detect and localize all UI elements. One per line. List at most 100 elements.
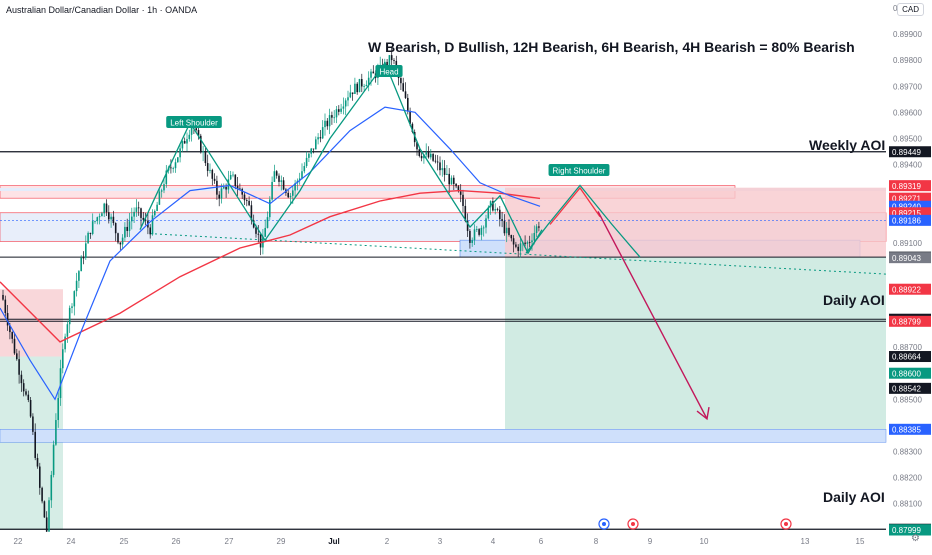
candle-body [112, 216, 115, 224]
candle-body [236, 185, 239, 189]
candle-body [351, 92, 354, 94]
candle-body [528, 242, 531, 244]
price-tag-text: 0.88799 [892, 318, 921, 327]
settings-gear-icon[interactable]: ⚙ [911, 533, 920, 544]
candle-body [170, 167, 172, 169]
candle-body [11, 332, 13, 339]
candle-body [342, 106, 345, 109]
price-tag-bg [889, 252, 931, 264]
price-tag-text: 0.89186 [892, 217, 921, 226]
price-tag-text: 0.87999 [892, 526, 921, 535]
y-tick-label: 0.88200 [893, 474, 922, 483]
candle-body [225, 186, 227, 190]
price-tag-text: 0.89271 [892, 194, 921, 203]
candle-body [186, 139, 188, 144]
candle-body [75, 280, 78, 292]
candle-body [73, 291, 76, 307]
candle-body [526, 242, 529, 244]
candle-body [464, 205, 467, 221]
candle-body [524, 242, 526, 244]
left-shoulder-tag-text: Left Shoulder [170, 118, 218, 127]
price-tag-text: 0.88542 [892, 385, 921, 394]
right-shoulder-red-leg [549, 186, 601, 225]
candle-body [55, 420, 57, 445]
candle-body [434, 160, 437, 162]
y-tick-label: 0.89900 [893, 30, 922, 39]
x-tick-label: 9 [648, 537, 653, 546]
candle-body [181, 141, 184, 149]
candle-body [462, 194, 464, 206]
candle-body [478, 229, 480, 235]
daily-aoi-lower-label: Daily AOI [823, 489, 885, 505]
candle-body [469, 230, 471, 243]
price-tag-bg [889, 283, 931, 295]
candle-body [459, 191, 462, 195]
price-tag: 0.88385 [889, 423, 931, 435]
candle-body [269, 199, 271, 218]
candle-body [315, 139, 317, 150]
x-tick-label: 27 [225, 537, 234, 546]
candle-body [172, 168, 174, 169]
candle-body [420, 155, 423, 159]
levels-layer [0, 151, 887, 530]
candle-body [50, 474, 53, 501]
candle-body [455, 183, 457, 187]
candle-body [45, 517, 48, 532]
candle-body [96, 217, 99, 222]
candle-body [363, 86, 365, 87]
candle-body [492, 201, 494, 211]
candle-body [347, 97, 349, 101]
y-tick-label: 0.89700 [893, 82, 922, 91]
candle-body [333, 117, 335, 119]
candle-body [317, 137, 319, 140]
candle-body [519, 243, 522, 251]
price-tag: 0.89271 [889, 192, 931, 204]
candle-body [246, 200, 248, 201]
left-target-zone [0, 356, 63, 530]
candle-body [114, 223, 117, 234]
candle-body [149, 227, 151, 235]
candle-body [71, 306, 73, 308]
x-tick-label: 4 [491, 537, 496, 546]
symbol-title[interactable]: Australian Dollar/Canadian Dollar · 1h ·… [6, 5, 198, 15]
candle-body [473, 229, 476, 241]
candle-body [94, 221, 96, 222]
candle-body [517, 246, 519, 251]
candle-body [432, 153, 434, 161]
candle-body [372, 71, 375, 74]
candle-body [494, 209, 496, 211]
candle-body [177, 157, 179, 163]
candle-body [538, 226, 540, 228]
candle-body [393, 60, 395, 61]
overlay-layer: Left Shoulder Head Right Shoulder [0, 61, 710, 421]
candle-body [32, 416, 34, 432]
candle-body [370, 71, 372, 78]
candle-body [264, 227, 266, 237]
x-tick-label: 24 [67, 537, 76, 546]
candle-body [121, 237, 124, 245]
candle-body [446, 173, 448, 175]
x-tick-label: 26 [172, 537, 181, 546]
candle-body [282, 180, 285, 190]
flag-au-icon-dot [602, 522, 606, 526]
candle-body [533, 232, 536, 241]
candle-body [367, 77, 370, 85]
candle-body [448, 173, 450, 185]
candle-body [416, 142, 418, 150]
currency-badge[interactable]: CAD [897, 3, 924, 16]
candle-body [308, 153, 310, 158]
candle-body [386, 61, 388, 66]
price-tag-bg [889, 146, 931, 158]
ema-fast-line [0, 106, 541, 401]
candle-body [29, 399, 32, 417]
candle-body [365, 84, 368, 87]
flag-ca-icon-dot [784, 522, 788, 526]
candle-body [319, 137, 322, 139]
left-supply-zone [0, 289, 63, 357]
candle-body [144, 219, 147, 221]
candle-body [91, 221, 94, 234]
candle-body [165, 170, 168, 185]
candle-body [278, 175, 280, 182]
